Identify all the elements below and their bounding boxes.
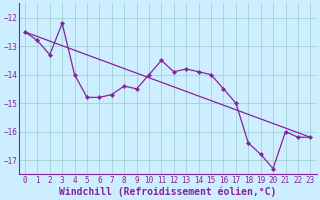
X-axis label: Windchill (Refroidissement éolien,°C): Windchill (Refroidissement éolien,°C)	[59, 186, 276, 197]
